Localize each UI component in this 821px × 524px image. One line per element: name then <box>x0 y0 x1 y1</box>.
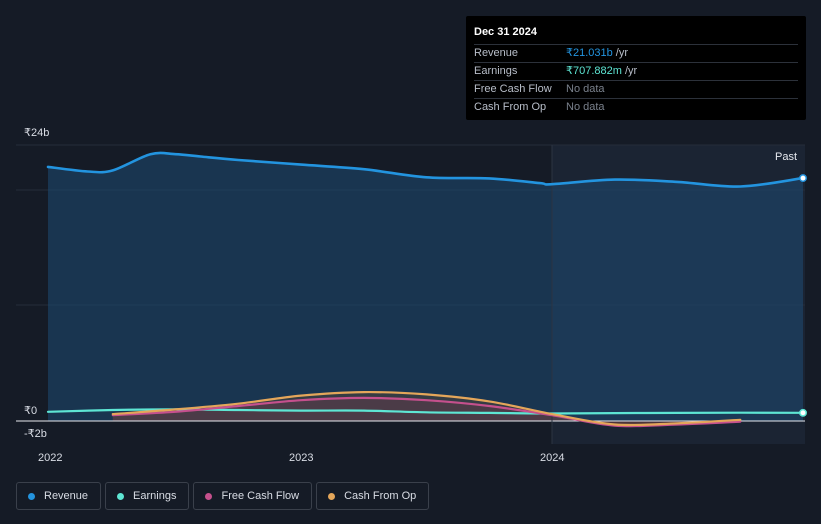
tooltip-value: No data <box>566 83 605 95</box>
legend-label: Revenue <box>44 490 89 502</box>
y-tick-label: ₹24b <box>24 127 49 139</box>
tooltip-value: ₹21.031b <box>566 47 613 59</box>
legend-label: Free Cash Flow <box>221 490 300 502</box>
x-tick-label: 2023 <box>289 452 313 464</box>
legend-dot <box>205 492 213 500</box>
tooltip-label: Revenue <box>474 47 519 59</box>
tooltip-row-revenue: Revenue ₹21.031b /yr <box>474 44 798 62</box>
cash-from-op-line <box>111 390 742 427</box>
legend-item-earnings[interactable]: Earnings <box>105 482 190 510</box>
tooltip-value: No data <box>566 101 605 113</box>
legend-item-free-cash-flow[interactable]: Free Cash Flow <box>193 482 313 510</box>
tooltip-unit: /yr <box>624 65 638 77</box>
tooltip-row-cash-from-op: Cash From Op No data <box>474 98 798 116</box>
legend-label: Earnings <box>133 490 177 502</box>
revenue-end-marker <box>799 174 807 183</box>
y-tick-label: -₹2b <box>24 428 47 440</box>
legend-dot <box>328 492 336 500</box>
legend-dot <box>28 492 35 500</box>
tooltip-label: Cash From Op <box>474 101 547 113</box>
tooltip-row-free-cash-flow: Free Cash Flow No data <box>474 80 798 98</box>
tooltip-label: Earnings <box>474 65 518 77</box>
legend-item-cash-from-op[interactable]: Cash From Op <box>316 482 430 510</box>
legend-label: Cash From Op <box>344 490 417 502</box>
free-cash-flow-line <box>111 396 742 428</box>
tooltip-unit: /yr <box>615 47 628 59</box>
y-tick-label: ₹0 <box>24 405 37 417</box>
legend: Revenue Earnings Free Cash Flow Cash Fro… <box>16 482 430 510</box>
legend-item-revenue[interactable]: Revenue <box>16 482 102 510</box>
tooltip: Dec 31 2024 Revenue ₹21.031b /yr Earning… <box>466 16 806 120</box>
revenue-area <box>48 152 803 421</box>
past-label: Past <box>775 151 797 163</box>
legend-dot <box>117 492 125 500</box>
x-tick-label: 2022 <box>38 452 62 464</box>
x-tick-label: 2024 <box>540 452 564 464</box>
tooltip-row-earnings: Earnings ₹707.882m /yr <box>474 62 798 80</box>
revenue-line <box>46 151 805 188</box>
earnings-end-marker <box>799 408 807 417</box>
tooltip-label: Free Cash Flow <box>474 83 552 95</box>
tooltip-date: Dec 31 2024 <box>474 26 537 38</box>
tooltip-value: ₹707.882m <box>566 65 622 77</box>
